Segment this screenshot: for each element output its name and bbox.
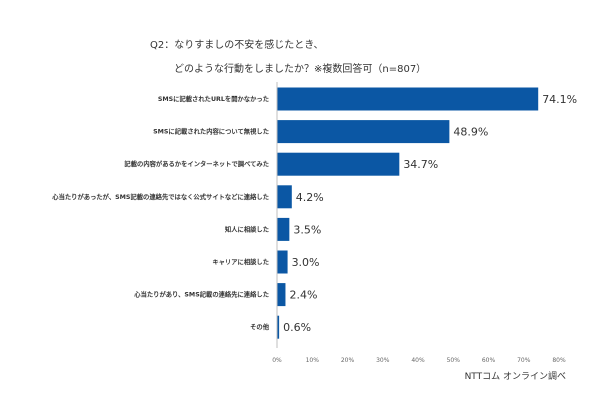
x-tick-label: 70% (517, 357, 531, 364)
bar (277, 250, 288, 274)
x-tick-label: 60% (482, 357, 496, 364)
x-tick-label: 30% (376, 357, 390, 364)
data-label: 34.7% (403, 158, 438, 171)
x-tick-label: 20% (341, 357, 355, 364)
bar (277, 87, 539, 111)
plot-area: SMSに記載されたURLを開かなかった 74.1% SMSに記載された内容について無… (52, 87, 577, 339)
category-label: 記載の内容があるかをインターネットで調べてみた (124, 159, 269, 168)
data-label: 4.2% (296, 191, 324, 204)
bar (277, 185, 292, 209)
bar (277, 152, 400, 176)
chart-title-line-1: Q2：なりすましの不安を感じたとき、 (150, 38, 324, 51)
category-label: SMSに記載されたURLを開かなかった (158, 94, 269, 103)
data-label: 0.6% (283, 321, 311, 334)
x-tick-label: 80% (552, 357, 566, 364)
x-axis-ticks: 0% 10% 20% 30% 40% 50% 60% 70% 80% (272, 357, 566, 364)
category-label: 知人に相談した (224, 224, 269, 233)
bar (277, 283, 286, 307)
category-label: その他 (250, 322, 270, 331)
chart-title-line-2: どのような行動をしましたか？※複数回答可（n=807） (174, 62, 426, 75)
data-label: 2.4% (289, 289, 317, 302)
category-label: キャリアに相談した (212, 257, 269, 266)
x-tick-label: 10% (306, 357, 320, 364)
x-tick-label: 50% (447, 357, 461, 364)
data-label: 3.5% (293, 223, 321, 236)
bar (277, 120, 450, 144)
category-label: SMSに記載された内容について無視した (153, 127, 269, 136)
data-label: 74.1% (542, 93, 577, 106)
x-tick-label: 0% (272, 357, 282, 364)
bar (277, 217, 290, 241)
source-note: NTTコム オンライン調べ (465, 370, 566, 382)
data-label: 48.9% (453, 126, 488, 139)
x-tick-label: 40% (411, 357, 425, 364)
category-label: 心当たりがあったが、SMS記載の連絡先ではなく公式サイトなどに連絡した (52, 192, 269, 201)
category-label: 心当たりがあり、SMS記載の連絡先に連絡した (134, 290, 269, 299)
data-label: 3.0% (292, 256, 320, 269)
bar (277, 315, 280, 339)
